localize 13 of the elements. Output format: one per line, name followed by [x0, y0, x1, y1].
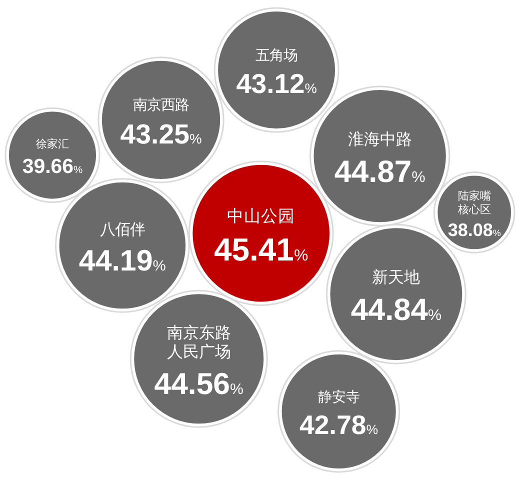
- category-label: 八佰伴: [100, 220, 145, 239]
- data-label: 39.66%: [22, 154, 83, 178]
- category-label: 南京西路: [133, 98, 190, 114]
- data-label: 45.41%: [214, 231, 308, 268]
- category-label: 徐家汇: [36, 138, 69, 151]
- data-label: 44.87%: [334, 154, 426, 190]
- data-label: 44.19%: [78, 244, 166, 278]
- category-label: 静安寺: [318, 390, 360, 406]
- data-label: 42.78%: [299, 410, 378, 440]
- category-label: 五角场: [256, 48, 298, 64]
- category-label: 淮海中路: [348, 130, 412, 149]
- data-label: 43.25%: [120, 118, 202, 150]
- category-label: 中山公园: [227, 206, 296, 226]
